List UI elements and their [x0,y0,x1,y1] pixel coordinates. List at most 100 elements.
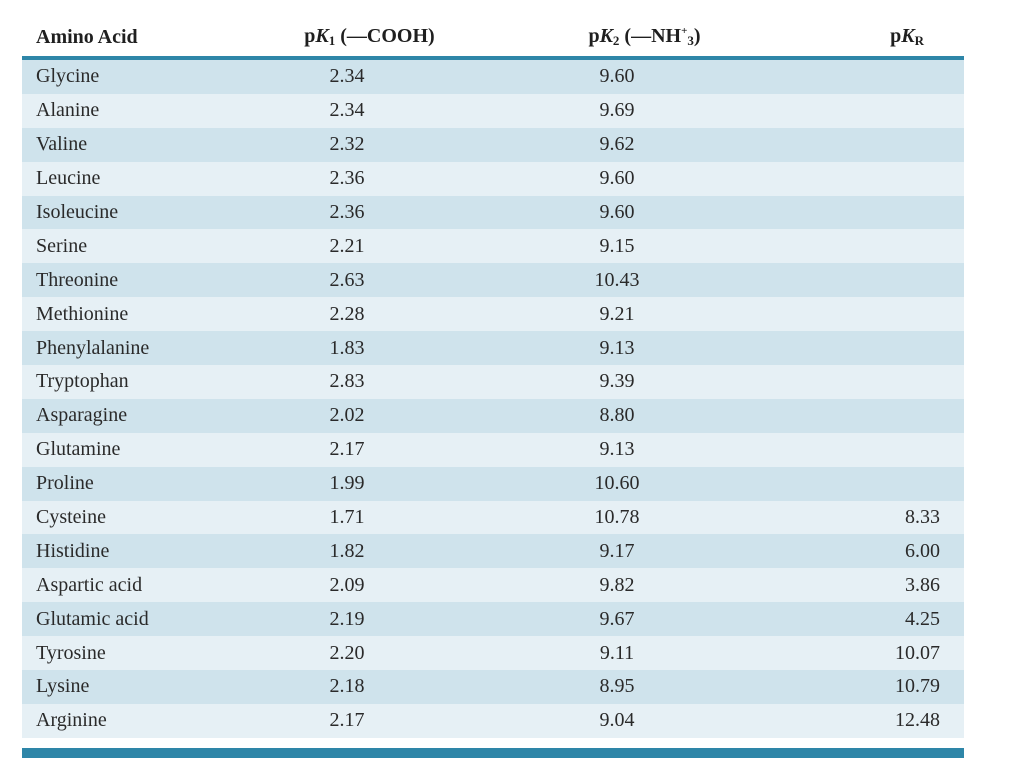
cell-pkr: 10.07 [895,641,940,664]
cell-pkr: 3.86 [905,573,940,596]
table-row: Glutamine 2.17 9.13 [22,432,964,467]
header-pk2-sub3: 3 [687,33,694,48]
cell-pk2: 9.11 [599,641,635,664]
cell-pk1: 2.34 [329,99,365,122]
cell-amino-acid: Glutamine [36,438,121,461]
table-row: Glycine 2.34 9.60 [22,60,964,94]
cell-amino-acid: Glycine [36,65,100,88]
cell-amino-acid: Threonine [36,268,119,291]
cell-pk2: 9.39 [599,370,635,393]
header-pk1-sub: 1 [328,33,336,48]
cell-pk1: 2.02 [329,404,365,427]
cell-amino-acid: Cysteine [36,506,106,529]
cell-amino-acid: Aspartic acid [36,573,143,596]
cell-amino-acid: Phenylalanine [36,336,150,359]
header-pk1-k: K [315,25,329,47]
cell-pk1: 2.32 [329,133,365,156]
table-row: Tyrosine 2.20 9.11 10.07 [22,636,964,671]
table-body: Glycine 2.34 9.60 Alanine 2.34 9.69 Valine 2.32… [22,60,964,738]
table-row: Valine 2.32 9.62 [22,127,964,162]
header-pk1: pK1 (—COOH) [247,25,462,49]
cell-pk2: 8.80 [599,404,635,427]
cell-pk2: 10.60 [594,472,640,495]
cell-pk1: 2.20 [329,641,365,664]
cell-amino-acid: Histidine [36,539,110,562]
table-row: Aspartic acid 2.09 9.82 3.86 [22,568,964,603]
cell-pk1: 2.09 [329,573,365,596]
table-row: Glutamic acid 2.19 9.67 4.25 [22,602,964,637]
cell-pk1: 2.19 [329,607,365,630]
header-rule [22,56,964,60]
cell-pkr: 10.79 [895,675,940,698]
cell-pk1: 1.82 [329,539,365,562]
cell-amino-acid: Arginine [36,709,107,732]
cell-pk1: 2.63 [329,268,365,291]
cell-pk2: 9.15 [599,234,635,257]
cell-pk1: 2.17 [329,438,365,461]
header-amino-acid: Amino Acid [36,25,138,48]
table-row: Isoleucine 2.36 9.60 [22,195,964,230]
cell-pk2: 9.17 [599,539,635,562]
cell-amino-acid: Alanine [36,99,100,122]
table-row: Alanine 2.34 9.69 [22,93,964,128]
cell-pkr: 12.48 [895,709,940,732]
cell-pk1: 1.83 [329,336,365,359]
cell-amino-acid: Tryptophan [36,370,129,393]
table-header: Amino Acid pK1 (—COOH) pK2 (—NH+3) pKR [22,18,964,56]
table-row: Proline 1.99 10.60 [22,466,964,501]
table-row: Tryptophan 2.83 9.39 [22,365,964,399]
cell-amino-acid: Asparagine [36,404,128,427]
cell-pkr: 8.33 [905,506,940,529]
cell-pk2: 9.13 [599,336,635,359]
cell-amino-acid: Tyrosine [36,641,106,664]
header-pk2-prefix: p [588,25,600,47]
cell-pkr: 6.00 [905,539,940,562]
header-pkr-sub: R [914,33,924,48]
table-row: Arginine 2.17 9.04 12.48 [22,703,964,738]
cell-pk2: 9.04 [599,709,635,732]
cell-pk2: 9.82 [599,573,635,596]
header-pk2: pK2 (—NH+3) [462,25,787,49]
table-row: Cysteine 1.71 10.78 8.33 [22,500,964,535]
header-pk1-suffix: (—COOH) [335,25,435,47]
header-pk2-k: K [599,25,613,47]
cell-pk2: 9.13 [599,438,635,461]
cell-amino-acid: Leucine [36,167,101,190]
header-pk1-prefix: p [304,25,316,47]
cell-pk1: 2.83 [329,370,365,393]
cell-amino-acid: Lysine [36,675,90,698]
cell-pk1: 2.18 [329,675,365,698]
table-row: Histidine 1.82 9.17 6.00 [22,534,964,569]
table-row: Phenylalanine 1.83 9.13 [22,331,964,366]
cell-pk1: 2.21 [329,234,365,257]
table-row: Leucine 2.36 9.60 [22,161,964,196]
cell-amino-acid: Proline [36,472,94,495]
cell-pk2: 9.62 [599,133,635,156]
cell-pk2: 9.60 [599,65,635,88]
cell-pk2: 9.60 [599,167,635,190]
cell-pk1: 2.36 [329,167,365,190]
cell-pk2: 9.21 [599,302,635,325]
cell-pk1: 2.36 [329,201,365,223]
table-row: Lysine 2.18 8.95 10.79 [22,670,964,704]
table-row: Methionine 2.28 9.21 [22,297,964,332]
header-pk2-sub: 2 [612,33,620,48]
header-pk2-suffix: ) [693,25,701,47]
cell-pk2: 8.95 [599,675,635,698]
cell-pk1: 1.99 [329,472,365,495]
cell-pk1: 1.71 [329,506,365,529]
cell-pk2: 10.43 [594,268,640,291]
cell-amino-acid: Valine [36,133,88,156]
cell-pk2: 10.78 [594,506,640,529]
cell-pk1: 2.17 [329,709,365,732]
header-pkr-k: K [901,25,915,47]
cell-pk1: 2.34 [329,65,365,88]
cell-amino-acid: Isoleucine [36,201,119,223]
pka-table: Amino Acid pK1 (—COOH) pK2 (—NH+3) pKR G… [22,18,964,758]
cell-amino-acid: Glutamic acid [36,607,149,630]
cell-amino-acid: Methionine [36,302,129,325]
table-row: Serine 2.21 9.15 [22,229,964,264]
header-pk2-mid: (—NH [619,25,682,47]
header-pkr: pKR [787,25,964,49]
table-row: Threonine 2.63 10.43 [22,263,964,298]
